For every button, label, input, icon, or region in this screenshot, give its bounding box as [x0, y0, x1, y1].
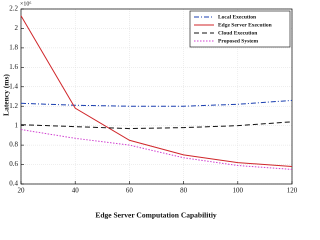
series-line — [20, 15, 293, 167]
series-line — [20, 99, 293, 107]
x-tick-label: 80 — [180, 187, 188, 195]
series-line — [20, 121, 293, 130]
legend-label: Local Execution — [218, 14, 256, 20]
y-tick-label: 2.2 — [9, 5, 18, 13]
x-tick-label: 20 — [18, 187, 26, 195]
legend-label: Proposed System — [218, 38, 258, 44]
y-tick-label: 1 — [15, 121, 19, 129]
y-tick-label: 0.8 — [9, 141, 18, 149]
x-tick-label: 60 — [126, 187, 134, 195]
y-axis-label: Latency (ms) — [2, 74, 11, 116]
y-tick-label: 1.8 — [9, 43, 18, 51]
y-tick-label: 0.4 — [9, 180, 18, 188]
x-tick-label: 100 — [233, 187, 244, 195]
x-tick-label: 40 — [72, 187, 80, 195]
page: Edge Server Computation Capabilitiy Late… — [1, 1, 298, 220]
y-tick-label: 1.2 — [9, 102, 18, 110]
y-tick-label: 1.4 — [9, 82, 18, 90]
y-tick-label: 0.6 — [9, 160, 18, 168]
y-scale-label: ×10⁶ — [20, 1, 31, 7]
series-line — [20, 129, 293, 170]
y-tick-label: 1.6 — [9, 63, 18, 71]
x-tick-label: 120 — [287, 187, 298, 195]
x-axis-label: Edge Server Computation Capabilitiy — [95, 211, 217, 220]
plot-frame — [20, 8, 293, 185]
y-tick-label: 2 — [15, 24, 19, 32]
chart: Edge Server Computation Capabilitiy Late… — [2, 1, 298, 220]
legend-label: Cloud Execution — [218, 30, 257, 36]
legend-label: Edge Server Execution — [218, 22, 272, 28]
